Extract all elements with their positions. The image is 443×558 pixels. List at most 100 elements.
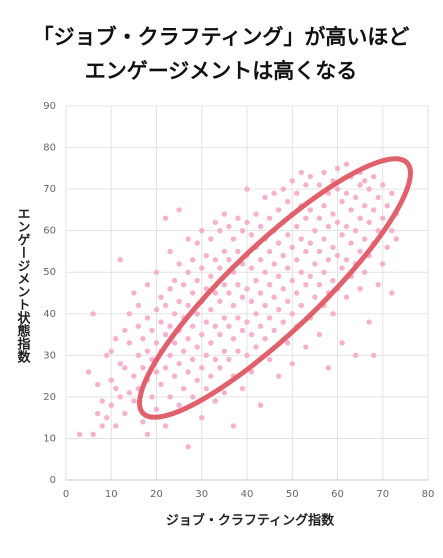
grid bbox=[65, 105, 429, 481]
point bbox=[289, 360, 295, 367]
point bbox=[393, 236, 400, 242]
point bbox=[162, 302, 169, 309]
point bbox=[171, 311, 178, 317]
point bbox=[117, 360, 124, 367]
point bbox=[384, 203, 390, 209]
point bbox=[194, 377, 200, 383]
point bbox=[122, 365, 128, 371]
y-tick-label: 30 bbox=[43, 350, 56, 361]
point bbox=[226, 290, 232, 296]
y-tick-label: 70 bbox=[43, 184, 56, 195]
point bbox=[330, 244, 336, 250]
point bbox=[348, 240, 354, 246]
point bbox=[221, 315, 228, 321]
point bbox=[262, 194, 268, 201]
point bbox=[94, 410, 101, 417]
points bbox=[76, 161, 400, 450]
point bbox=[226, 257, 232, 263]
point bbox=[257, 402, 264, 408]
point bbox=[244, 286, 250, 292]
point bbox=[85, 369, 92, 375]
chart-subtitle: エンゲージメントは高くなる bbox=[85, 59, 358, 83]
point bbox=[253, 277, 259, 284]
point bbox=[357, 286, 363, 292]
point bbox=[180, 385, 187, 392]
point bbox=[343, 294, 350, 300]
point bbox=[257, 290, 264, 296]
point bbox=[244, 319, 250, 325]
point bbox=[389, 227, 395, 234]
point bbox=[113, 385, 119, 392]
point bbox=[325, 223, 332, 230]
point bbox=[235, 348, 241, 354]
point bbox=[266, 356, 273, 363]
point bbox=[217, 365, 223, 371]
x-tick-label: 60 bbox=[331, 489, 344, 500]
point bbox=[380, 261, 386, 267]
point bbox=[212, 356, 219, 363]
point bbox=[312, 261, 318, 267]
point bbox=[303, 215, 309, 221]
point bbox=[221, 248, 228, 255]
point bbox=[371, 207, 377, 213]
point bbox=[343, 223, 350, 230]
point bbox=[171, 373, 178, 379]
point bbox=[230, 423, 237, 429]
chart-title: 「ジョブ・クラフティング」が高いほど bbox=[33, 25, 410, 49]
point bbox=[144, 431, 151, 437]
point bbox=[352, 194, 359, 201]
point bbox=[176, 360, 182, 367]
point bbox=[176, 207, 182, 213]
y-tick-label: 0 bbox=[50, 475, 56, 486]
point bbox=[162, 365, 169, 371]
point bbox=[221, 281, 228, 288]
point bbox=[307, 207, 314, 213]
point bbox=[262, 336, 268, 342]
point bbox=[153, 406, 160, 413]
point bbox=[167, 323, 173, 329]
point bbox=[199, 265, 205, 271]
point bbox=[316, 182, 323, 188]
point bbox=[194, 311, 200, 317]
point bbox=[366, 186, 372, 192]
point bbox=[285, 298, 291, 305]
point bbox=[190, 356, 196, 363]
point bbox=[271, 294, 277, 300]
point bbox=[330, 311, 336, 317]
point bbox=[257, 323, 264, 329]
point bbox=[190, 394, 196, 400]
x-tick-label: 40 bbox=[241, 489, 254, 500]
y-tick-label: 20 bbox=[43, 392, 56, 403]
point bbox=[330, 211, 336, 217]
point bbox=[221, 390, 228, 396]
point bbox=[244, 352, 250, 359]
point bbox=[266, 248, 273, 255]
point bbox=[271, 261, 277, 267]
point bbox=[262, 302, 268, 309]
point bbox=[339, 265, 345, 271]
point bbox=[122, 327, 128, 334]
point bbox=[162, 331, 169, 338]
point bbox=[361, 269, 368, 275]
point bbox=[275, 273, 282, 280]
point bbox=[190, 257, 196, 263]
point bbox=[99, 423, 105, 429]
point bbox=[203, 252, 209, 259]
point bbox=[126, 340, 133, 346]
point bbox=[180, 281, 187, 288]
point bbox=[217, 227, 223, 234]
point bbox=[357, 215, 363, 221]
point bbox=[135, 323, 142, 329]
point bbox=[321, 269, 327, 275]
point bbox=[303, 248, 309, 255]
point bbox=[307, 240, 314, 246]
y-axis-label: エンゲージメント状態指数 bbox=[15, 207, 31, 364]
point bbox=[217, 265, 223, 271]
point bbox=[271, 190, 277, 196]
y-tick-label: 80 bbox=[43, 143, 56, 154]
point bbox=[212, 257, 219, 263]
point bbox=[126, 311, 133, 317]
point bbox=[275, 207, 282, 213]
point bbox=[108, 402, 114, 408]
